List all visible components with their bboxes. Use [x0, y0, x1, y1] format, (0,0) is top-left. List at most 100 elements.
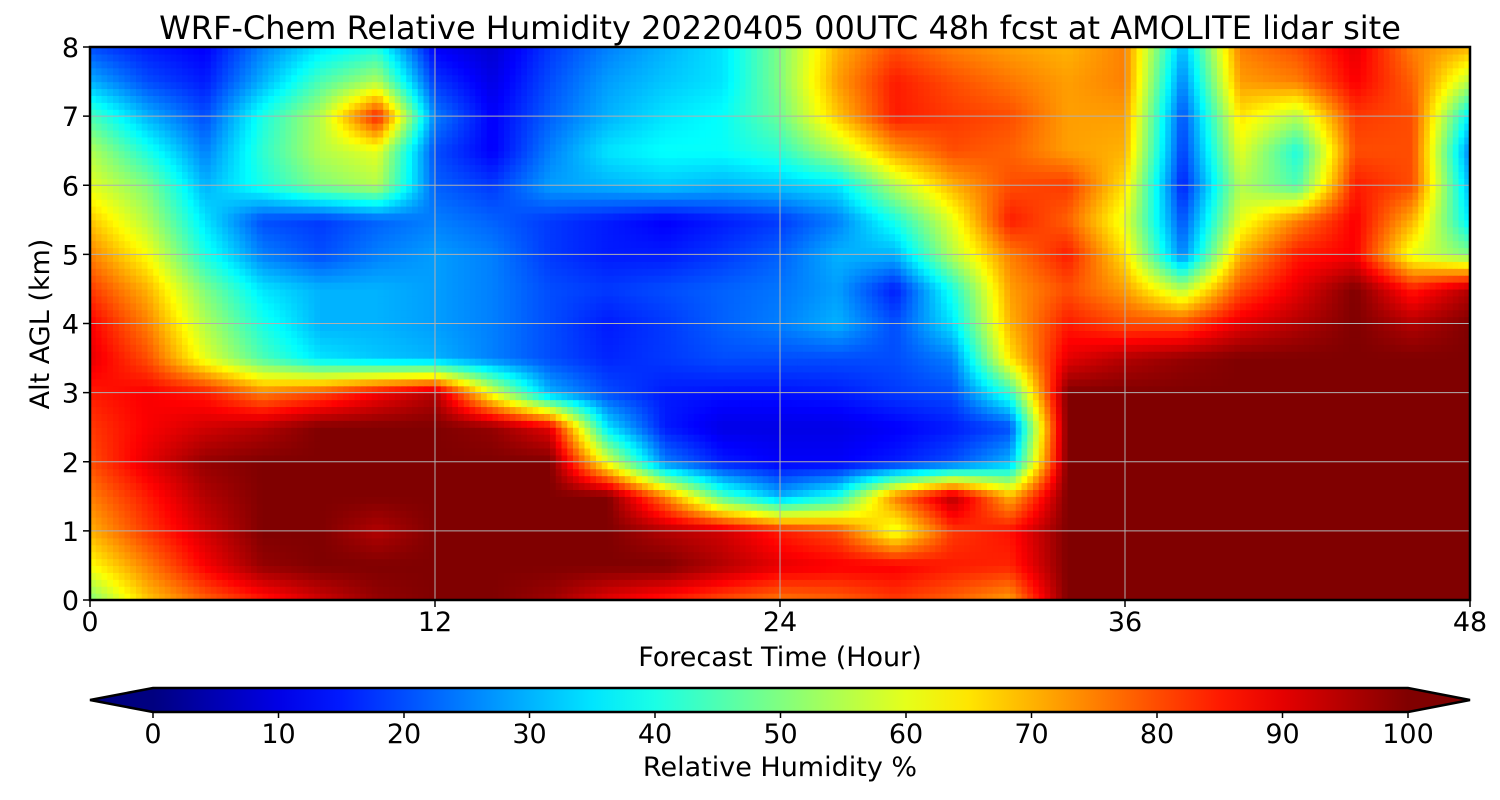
- heatmap-cell: [1125, 496, 1132, 504]
- heatmap-cell: [601, 489, 609, 497]
- heatmap-cell: [831, 537, 839, 546]
- heatmap-cell: [1274, 468, 1281, 477]
- heatmap-cell: [486, 572, 494, 580]
- heatmap-cell: [314, 544, 321, 553]
- heatmap-cell: [337, 489, 344, 497]
- heatmap-cell: [1257, 565, 1264, 573]
- heatmap-cell: [774, 558, 781, 567]
- heatmap-cell: [1188, 510, 1195, 518]
- heatmap-cell: [262, 475, 269, 484]
- heatmap-cell: [1096, 586, 1103, 594]
- heatmap-cell: [279, 523, 287, 532]
- heatmap-cell: [1130, 544, 1138, 553]
- heatmap-cell: [1401, 510, 1408, 518]
- heatmap-cell: [1447, 537, 1454, 546]
- heatmap-cell: [337, 551, 344, 560]
- heatmap-cell: [400, 489, 407, 497]
- heatmap-cell: [837, 530, 844, 539]
- heatmap-cell: [803, 454, 810, 463]
- heatmap-cell: [1337, 489, 1345, 497]
- heatmap-cell: [521, 489, 528, 497]
- heatmap-cell: [1343, 517, 1350, 525]
- heatmap-cell: [670, 510, 678, 518]
- heatmap-cell: [636, 482, 643, 490]
- heatmap-cell: [509, 503, 517, 511]
- heatmap-cell: [941, 523, 948, 532]
- heatmap-cell: [883, 551, 890, 560]
- heatmap-cell: [469, 523, 476, 532]
- heatmap-cell: [262, 586, 269, 594]
- heatmap-cell: [469, 537, 476, 546]
- heatmap-cell: [1107, 572, 1115, 580]
- heatmap-cell: [498, 586, 505, 594]
- heatmap-cell: [1320, 586, 1327, 594]
- heatmap-cell: [233, 530, 241, 539]
- heatmap-cell: [377, 482, 384, 490]
- heatmap-cell: [1355, 593, 1362, 600]
- heatmap-cell: [584, 558, 591, 567]
- heatmap-cell: [256, 586, 264, 594]
- heatmap-cell: [923, 593, 931, 600]
- heatmap-cell: [297, 523, 304, 532]
- heatmap-cell: [504, 482, 511, 490]
- heatmap-cell: [1159, 565, 1166, 573]
- heatmap-cell: [849, 544, 856, 553]
- heatmap-cell: [1372, 475, 1379, 484]
- heatmap-cell: [935, 482, 942, 490]
- heatmap-cell: [1015, 565, 1023, 573]
- heatmap-cell: [113, 475, 120, 484]
- heatmap-cell: [1188, 496, 1195, 504]
- heatmap-cell: [308, 551, 315, 560]
- heatmap-cell: [1010, 503, 1017, 511]
- heatmap-cell: [481, 461, 488, 470]
- heatmap-cell: [1125, 489, 1132, 497]
- heatmap-cell: [688, 461, 695, 470]
- heatmap-cell: [906, 572, 913, 580]
- heatmap-cell: [803, 565, 810, 573]
- heatmap-cell: [417, 489, 425, 497]
- heatmap-cell: [337, 454, 344, 463]
- heatmap-cell: [573, 586, 580, 594]
- heatmap-cell: [895, 523, 902, 532]
- heatmap-cell: [895, 517, 902, 525]
- heatmap-cell: [176, 537, 183, 546]
- heatmap-cell: [578, 475, 586, 484]
- heatmap-cell: [642, 510, 649, 518]
- heatmap-cell: [889, 482, 896, 490]
- heatmap-cell: [630, 510, 637, 518]
- heatmap-cell: [952, 454, 959, 463]
- heatmap-cell: [1165, 461, 1172, 470]
- heatmap-cell: [866, 523, 873, 532]
- heatmap-cell: [1010, 565, 1017, 573]
- heatmap-cell: [820, 454, 827, 463]
- heatmap-cell: [699, 510, 706, 518]
- heatmap-cell: [245, 551, 252, 560]
- heatmap-cell: [251, 572, 258, 580]
- heatmap-cell: [118, 475, 126, 484]
- heatmap-cell: [820, 523, 827, 532]
- heatmap-cell: [1038, 572, 1046, 580]
- heatmap-cell: [1372, 572, 1379, 580]
- heatmap-cell: [1458, 517, 1465, 525]
- heatmap-cell: [607, 537, 614, 546]
- heatmap-cell: [469, 454, 476, 463]
- heatmap-cell: [360, 454, 367, 463]
- heatmap-cell: [170, 489, 177, 497]
- heatmap-cell: [987, 496, 994, 504]
- heatmap-cell: [251, 510, 258, 518]
- heatmap-cell: [636, 579, 643, 587]
- heatmap-cell: [118, 496, 126, 504]
- heatmap-cell: [791, 523, 798, 532]
- heatmap-cell: [360, 565, 367, 573]
- heatmap-cell: [1332, 461, 1339, 470]
- heatmap-cell: [1217, 579, 1224, 587]
- heatmap-cell: [107, 593, 114, 600]
- heatmap-cell: [325, 530, 333, 539]
- heatmap-cell: [866, 503, 873, 511]
- heatmap-cell: [187, 544, 195, 553]
- heatmap-cell: [412, 503, 419, 511]
- heatmap-cell: [820, 482, 827, 490]
- heatmap-cell: [1464, 468, 1470, 477]
- heatmap-cell: [308, 593, 315, 600]
- heatmap-cell: [831, 517, 839, 525]
